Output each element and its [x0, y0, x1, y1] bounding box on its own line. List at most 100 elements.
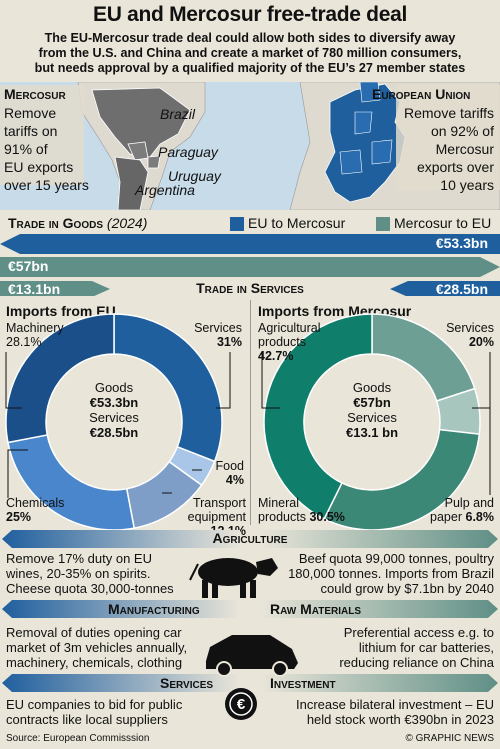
leader-machinery: [5, 352, 22, 409]
credit-note: © GRAPHIC NEWS: [405, 733, 495, 744]
pie-charts: [5, 313, 491, 530]
services-title: Services: [160, 675, 214, 691]
text-line: Cheese quota 30,000-tonnes: [6, 581, 174, 596]
label-agricultural: Agricultural products 42.7%: [258, 321, 321, 363]
center-line: Services: [347, 410, 397, 425]
text-line: could grow by $7.1bn by 2040: [320, 581, 494, 596]
source-note: Source: European Commisssion: [6, 733, 150, 744]
label-value: 4%: [225, 473, 244, 487]
text-line: reducing reliance on China: [339, 655, 494, 670]
pie-divider: [250, 300, 251, 525]
cow-icon: [189, 558, 278, 598]
text-line: wines, 20-35% on spirits.: [6, 566, 151, 581]
text-line: Remove 17% duty on EU: [6, 551, 152, 566]
trade-arrows: [0, 234, 500, 296]
pie-hole: [305, 355, 439, 489]
pie-eu-center: Goods €53.3bn Services €28.5bn: [64, 380, 164, 440]
center-line: €57bn: [353, 395, 391, 410]
label-mineral: Mineral products 30.5%: [258, 496, 345, 524]
center-line: Goods: [352, 380, 392, 395]
subtitle-line: but needs approval by a qualified majori…: [34, 61, 466, 75]
leader-lines: [5, 352, 491, 498]
investment-title: Investment: [270, 675, 336, 691]
trade-goods-year: (2024): [106, 215, 148, 231]
country-brazil: Brazil: [160, 106, 196, 122]
label-text: paper: [430, 510, 463, 524]
agri-band-right: [260, 530, 498, 548]
investment-text: Increase bilateral investment – EU held …: [296, 697, 494, 727]
text-line: market of 3m vehicles annually,: [6, 640, 188, 655]
mercosur-textbox: [0, 85, 84, 185]
pie-slice-mineral-products: [323, 428, 481, 530]
terms-line: 10 years: [440, 177, 494, 193]
label-text: Mineral: [258, 496, 299, 510]
terms-line: on 92% of: [430, 123, 494, 139]
raw-materials-text: Preferential access e.g. to lithium for …: [339, 625, 494, 670]
center-line: €13.1 bn: [345, 425, 399, 440]
pie-eu: [5, 313, 223, 530]
services-mercosur-value: €13.1bn: [8, 281, 61, 297]
terms-line: exports over: [416, 159, 494, 175]
label-value: 20%: [468, 335, 494, 349]
leader-pulp: [478, 407, 491, 495]
legend-mercosur-swatch: [376, 217, 390, 231]
trade-services-title: Trade in Services: [196, 280, 304, 296]
trade-goods-title: Trade in Goods (2024): [8, 215, 147, 231]
investment-band: [260, 674, 498, 692]
page-title: EU and Mercosur free-trade deal: [93, 3, 407, 26]
goods-eu-arrow: [0, 234, 500, 254]
text-line: held stock worth €390bn in 2023: [306, 712, 494, 727]
leader-eu-services: [216, 352, 231, 409]
label-value: 25%: [6, 510, 32, 524]
center-line: Goods: [94, 380, 134, 395]
subtitle-line: from the U.S. and China and create a mar…: [38, 46, 462, 60]
eu-label: European Union: [372, 86, 471, 102]
subtitle-line: The EU-Mercosur trade deal could allow b…: [44, 31, 456, 45]
center-line: €28.5bn: [89, 425, 139, 440]
text-line: Preferential access e.g. to: [343, 625, 494, 640]
label-chemicals: Chemicals 25%: [6, 496, 64, 524]
country-paraguay: Paraguay: [158, 144, 218, 160]
terms-line: Mercosur: [435, 141, 494, 157]
mfg-band: [2, 600, 240, 618]
pie-hole: [47, 355, 181, 489]
services-eu-arrow: [390, 281, 500, 296]
text-line: contracts like local suppliers: [6, 712, 168, 727]
label-text: Agricultural: [258, 321, 321, 335]
label-value: 30.5%: [309, 510, 345, 524]
mercosur-label: Mercosur: [4, 86, 66, 102]
legend-eu-label: EU to Mercosur: [248, 215, 346, 231]
agriculture-right: Beef quota 99,000 tonnes, poultry 180,00…: [288, 551, 494, 596]
label-text: Services: [194, 321, 242, 335]
car-icon: [206, 635, 298, 677]
center-line: €53.3bn: [89, 395, 139, 410]
mercosur-terms: Remove tariffs on 91% of EU exports over…: [4, 104, 89, 194]
pie-eu-title: Imports from EU: [6, 303, 116, 319]
subtitle: The EU-Mercosur trade deal could allow b…: [6, 31, 494, 76]
sector-bands: €: [2, 530, 498, 720]
label-text: Transport: [192, 496, 246, 510]
label-eu-services: Services 31%: [180, 321, 242, 349]
terms-line: Remove tariffs: [404, 105, 494, 121]
label-value: 28.1%: [6, 335, 42, 349]
svg-text:€: €: [237, 696, 246, 713]
euro-coin-icon: €: [225, 688, 257, 720]
agriculture-title: Agriculture: [212, 530, 288, 546]
agriculture-left: Remove 17% duty on EU wines, 20-35% on s…: [6, 551, 174, 596]
eu-textbox: [396, 85, 500, 190]
label-text: products: [258, 510, 306, 524]
raw-band: [260, 600, 498, 618]
services-eu-value: €28.5bn: [435, 281, 488, 297]
goods-mercosur-arrow: [0, 257, 500, 277]
services-band: [2, 674, 240, 692]
pie-slice-agricultural-products: [263, 313, 373, 520]
text-line: lithium for car batteries,: [358, 640, 494, 655]
label-text: equipment: [187, 510, 246, 524]
label-pulp: Pulp and paper 6.8%: [424, 496, 494, 524]
map-band: Mercosur Remove tariffs on 91% of EU exp…: [0, 82, 500, 210]
legend-eu-swatch: [230, 217, 244, 231]
goods-eu-value: €53.3bn: [435, 235, 488, 251]
label-machinery: Machinery 28.1%: [6, 321, 64, 349]
text-line: machinery, chemicals, clothing: [6, 655, 183, 670]
text-line: EU companies to bid for public: [6, 697, 183, 712]
